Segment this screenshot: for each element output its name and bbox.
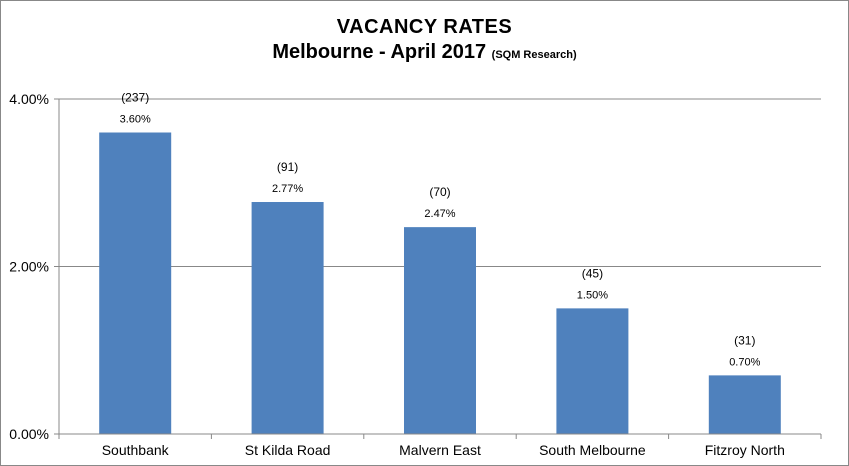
bar [708,375,781,434]
data-label: 0.70% [729,356,760,368]
chart-title: VACANCY RATES [336,16,513,38]
x-tick-label: Malvern East [399,442,481,458]
count-label: (31) [734,333,755,347]
y-tick-label: 0.00% [9,426,49,442]
chart-subtitle-line: Melbourne - April 2017 (SQM Research) [0,41,849,64]
y-tick-label: 2.00% [9,259,49,275]
x-tick-label: South Melbourne [539,442,646,458]
data-label: 3.60% [120,114,151,126]
x-tick-label: Fitzroy North [705,442,785,458]
chart-subtitle: Melbourne - April 2017 [272,41,487,63]
chart-source: (SQM Research) [491,49,577,61]
bar [556,308,629,434]
x-tick-label: St Kilda Road [245,442,331,458]
x-tick-label: Southbank [102,442,170,458]
y-tick-label: 4.00% [9,91,49,107]
data-label: 2.77% [272,183,303,195]
chart-title-block: VACANCY RATES Melbourne - April 2017 (SQ… [0,16,849,64]
count-label: (237) [121,91,149,105]
count-label: (70) [429,185,450,199]
bar [251,202,324,434]
count-label: (91) [277,160,298,174]
count-label: (45) [582,266,603,280]
data-label: 1.50% [577,289,608,301]
bar [99,132,172,434]
bar [404,227,476,434]
data-label: 2.47% [424,208,455,220]
